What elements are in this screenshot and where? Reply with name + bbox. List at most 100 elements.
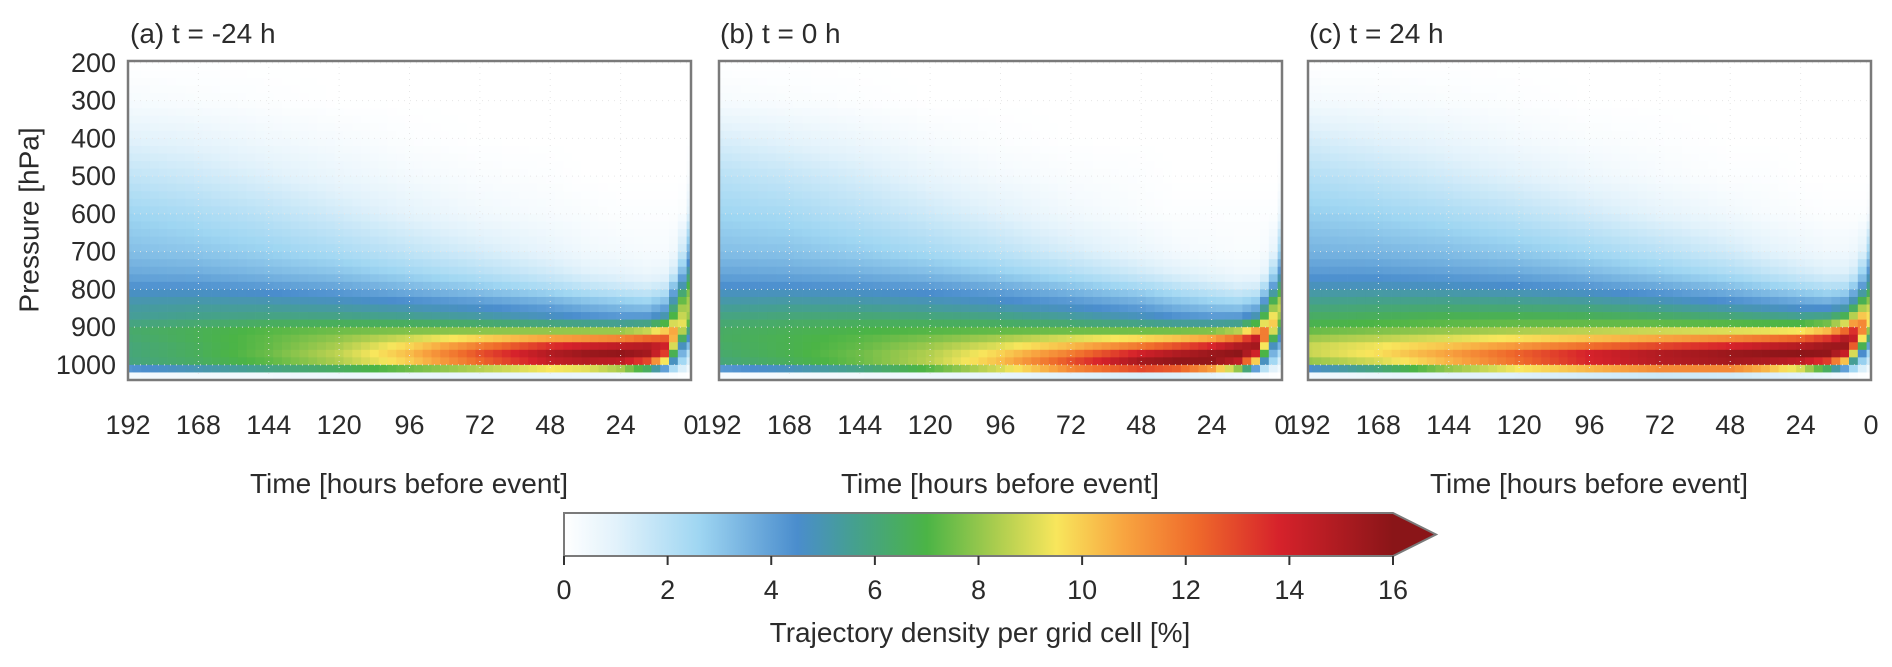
heatmap-cell: [1119, 130, 1129, 139]
heatmap-cell: [820, 213, 830, 222]
heatmap-cell: [501, 153, 512, 162]
heatmap-cell: [141, 206, 151, 215]
heatmap-cell: [846, 191, 856, 200]
heatmap-cell: [1198, 221, 1208, 230]
heatmap-cell: [677, 312, 687, 320]
heatmap-cell: [484, 251, 494, 260]
heatmap-cell: [916, 130, 927, 139]
heatmap-cell: [978, 176, 988, 185]
heatmap-cell: [899, 115, 909, 124]
heatmap-cell: [625, 236, 635, 245]
heatmap-cell: [1040, 115, 1050, 124]
heatmap-cell: [828, 130, 839, 139]
heatmap-cell: [1048, 191, 1059, 200]
heatmap-cell: [361, 145, 371, 154]
heatmap-cell: [211, 213, 221, 222]
y-tick-label: 900: [71, 312, 116, 342]
heatmap-cell: [996, 108, 1006, 117]
heatmap-cell: [554, 334, 564, 343]
heatmap-cell: [855, 176, 865, 185]
heatmap-cell: [501, 93, 512, 101]
heatmap-cell: [246, 77, 256, 86]
heatmap-cell: [1207, 221, 1217, 230]
heatmap-cell: [273, 123, 283, 132]
heatmap-cell: [132, 304, 142, 313]
heatmap-cell: [317, 281, 327, 290]
heatmap-cell: [1154, 304, 1164, 313]
heatmap-cell: [220, 100, 230, 109]
heatmap-cell: [537, 334, 547, 343]
heatmap-cell: [969, 274, 979, 283]
heatmap-cell: [1057, 289, 1067, 298]
heatmap-cell: [554, 372, 564, 381]
heatmap-cell: [607, 206, 617, 215]
heatmap-cell: [255, 138, 265, 147]
heatmap-cell: [387, 349, 397, 358]
heatmap-cell: [158, 251, 168, 260]
heatmap-cell: [457, 289, 468, 298]
heatmap-cell: [677, 77, 687, 86]
heatmap-cell: [528, 93, 538, 101]
heatmap-cell: [633, 281, 643, 290]
heatmap-cell: [740, 108, 751, 117]
heatmap-cell: [633, 115, 643, 124]
heatmap-cell: [589, 296, 599, 305]
heatmap-cell: [1277, 312, 1283, 320]
heatmap-cell: [334, 62, 344, 71]
heatmap-cell: [1004, 213, 1015, 222]
heatmap-cell: [193, 266, 204, 275]
heatmap-cell: [141, 191, 151, 200]
heatmap-cell: [554, 176, 564, 185]
heatmap-cell: [732, 221, 742, 230]
heatmap-cell: [185, 183, 195, 192]
heatmap-cell: [934, 304, 944, 313]
heatmap-cell: [767, 266, 777, 275]
heatmap-cell: [740, 168, 751, 177]
heatmap-cell: [387, 281, 397, 290]
heatmap-cell: [952, 304, 962, 313]
heatmap-cell: [501, 266, 512, 275]
heatmap-cell: [1075, 161, 1085, 169]
heatmap-cell: [229, 274, 239, 283]
heatmap-cell: [202, 349, 212, 358]
heatmap-cell: [220, 138, 230, 147]
heatmap-cell: [1066, 100, 1076, 109]
heatmap-cell: [405, 206, 415, 215]
heatmap-cell: [1224, 77, 1234, 86]
heatmap-cell: [1110, 62, 1120, 71]
heatmap-cell: [1154, 244, 1164, 252]
heatmap-cell: [299, 100, 309, 109]
heatmap-cell: [916, 138, 927, 147]
heatmap-cell: [1057, 312, 1067, 320]
heatmap-cell: [466, 312, 476, 320]
heatmap-cell: [581, 145, 591, 154]
heatmap-cell: [132, 108, 142, 117]
heatmap-cell: [176, 364, 186, 373]
heatmap-cell: [317, 108, 327, 117]
heatmap-cell: [264, 85, 274, 94]
heatmap-cell: [1207, 236, 1217, 245]
heatmap-cell: [1180, 100, 1190, 109]
heatmap-cell: [1145, 108, 1155, 117]
heatmap-cell: [952, 191, 962, 200]
heatmap-cell: [890, 85, 900, 94]
heatmap-cell: [1022, 115, 1032, 124]
heatmap-cell: [440, 93, 450, 101]
heatmap-cell: [1277, 198, 1283, 207]
heatmap-cell: [572, 266, 582, 275]
heatmap-cell: [1268, 183, 1278, 192]
heatmap-cell: [185, 198, 195, 207]
heatmap-cell: [440, 312, 450, 320]
heatmap-cell: [572, 191, 582, 200]
heatmap-cell: [475, 342, 485, 351]
heatmap-cell: [784, 145, 795, 154]
heatmap-cell: [740, 85, 751, 94]
heatmap-cell: [987, 176, 997, 185]
heatmap-cell: [440, 327, 450, 336]
heatmap-cell: [1066, 266, 1076, 275]
heatmap-cell: [128, 296, 133, 305]
heatmap-cell: [740, 198, 751, 207]
heatmap-cell: [387, 100, 397, 109]
heatmap-cell: [642, 364, 652, 373]
heatmap-cell: [431, 115, 441, 124]
